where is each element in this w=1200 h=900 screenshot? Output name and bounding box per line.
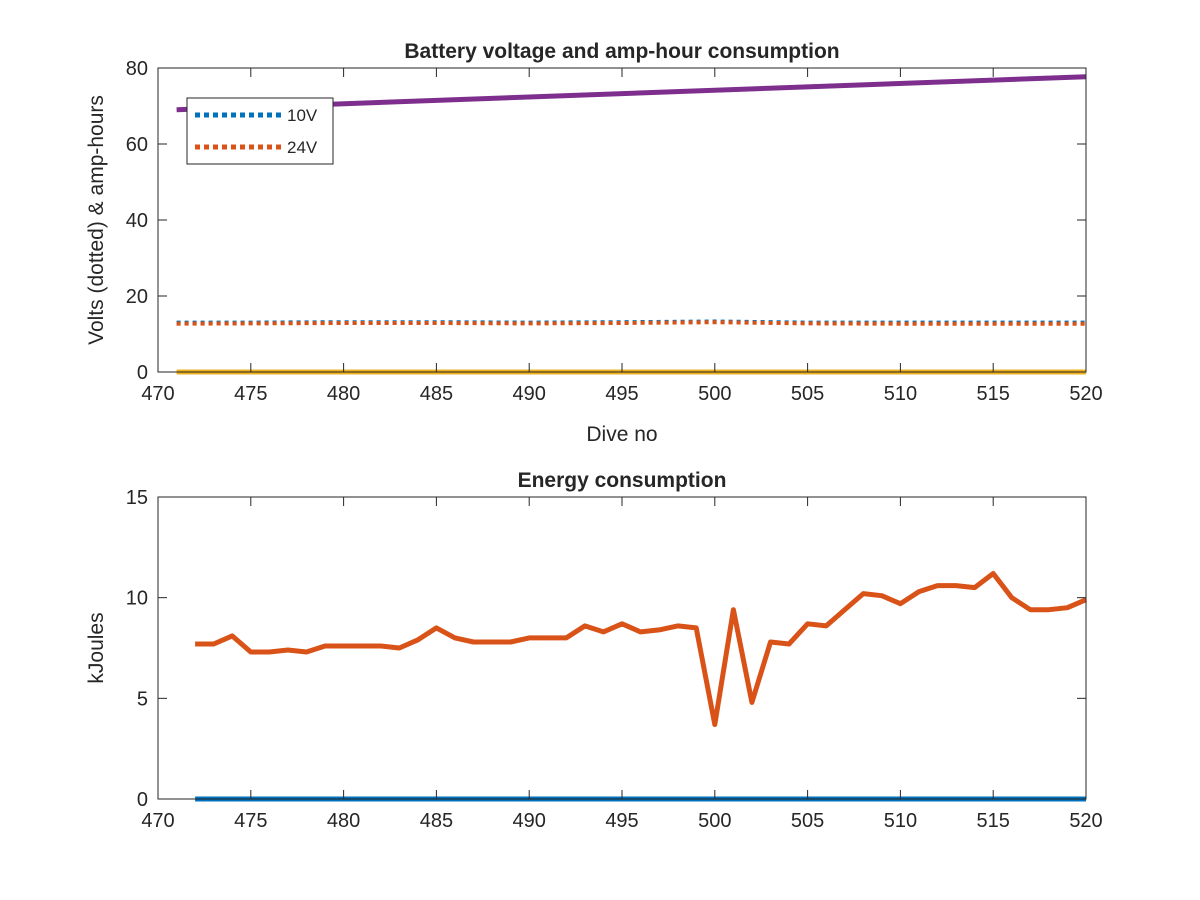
y-tick-label: 60 bbox=[126, 134, 148, 156]
y-tick-label: 5 bbox=[137, 688, 148, 710]
x-tick-label: 510 bbox=[884, 383, 917, 405]
x-tick-label: 505 bbox=[791, 383, 824, 405]
axes-battery-voltage: 470 475 480 485 490 495 500 505 510 515 520 0 20 40 60… bbox=[85, 40, 1103, 446]
y-tick-label: 15 bbox=[126, 487, 148, 509]
x-tick-label: 490 bbox=[513, 383, 546, 405]
legend-label-10v: 10V bbox=[287, 106, 318, 125]
x-tick-label: 500 bbox=[698, 383, 731, 405]
x-tick-label: 520 bbox=[1069, 810, 1102, 832]
x-tick-label: 510 bbox=[884, 810, 917, 832]
x-tick-label: 515 bbox=[977, 810, 1010, 832]
legend-label-24v: 24V bbox=[287, 138, 318, 157]
y-tick-label: 10 bbox=[126, 588, 148, 610]
x-tick-label: 520 bbox=[1069, 383, 1102, 405]
x-tick-label: 485 bbox=[420, 383, 453, 405]
x-tick-label: 480 bbox=[327, 383, 360, 405]
y-tick-label: 0 bbox=[137, 789, 148, 811]
x-tick-label: 515 bbox=[977, 383, 1010, 405]
chart-title: Energy consumption bbox=[518, 469, 727, 492]
axes-energy-consumption: 470 475 480 485 490 495 500 505 510 515 520051015 … bbox=[85, 469, 1103, 832]
x-tick-label: 475 bbox=[234, 810, 267, 832]
x-tick-label: 470 bbox=[141, 383, 174, 405]
x-tick-label: 475 bbox=[234, 383, 267, 405]
x-tick-label: 485 bbox=[420, 810, 453, 832]
y-tick-label: 80 bbox=[126, 58, 148, 80]
x-tick-label: 495 bbox=[605, 383, 638, 405]
x-tick-label: 490 bbox=[513, 810, 546, 832]
x-tick-label: 470 bbox=[141, 810, 174, 832]
x-tick-label: 500 bbox=[698, 810, 731, 832]
series-line-1 bbox=[176, 320, 1086, 326]
x-axis-label: Dive no bbox=[586, 423, 657, 446]
chart-title: Battery voltage and amp-hour consumption bbox=[404, 40, 839, 63]
series-line-0 bbox=[195, 571, 1087, 727]
y-axis-label: Volts (dotted) & amp-hours bbox=[85, 95, 108, 345]
tick-layer: 470 475 480 485 490 495 500 505 510 515 520 0 20 40 60… bbox=[126, 58, 1103, 405]
x-tick-label: 495 bbox=[605, 810, 638, 832]
y-axis-label: kJoules bbox=[85, 612, 108, 683]
y-tick-label: 0 bbox=[137, 362, 148, 384]
y-tick-label: 20 bbox=[126, 286, 148, 308]
legend-box bbox=[186, 97, 334, 165]
x-tick-label: 480 bbox=[327, 810, 360, 832]
legend: 10V 24V bbox=[186, 97, 334, 165]
x-tick-label: 505 bbox=[791, 810, 824, 832]
y-tick-label: 40 bbox=[126, 210, 148, 232]
